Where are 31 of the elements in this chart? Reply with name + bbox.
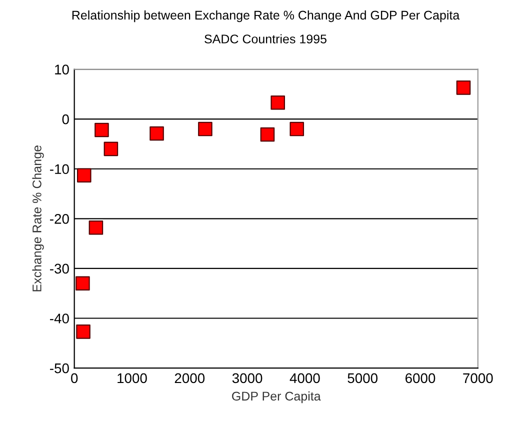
y-tick-label: -40 [50, 314, 69, 324]
point [198, 122, 212, 136]
y-tick-label: -10 [50, 164, 69, 174]
point [290, 122, 304, 136]
y-tick-label: -30 [50, 264, 69, 274]
y-tick-label: -50 [50, 363, 69, 374]
chart-subtitle: SADC Countries 1995 [204, 34, 326, 44]
point [94, 122, 109, 138]
point [76, 324, 90, 339]
x-tick-label: 3000 [232, 373, 262, 384]
x-tick-label: 0 [71, 373, 78, 384]
chart-title: Relationship between Exchange Rate % Change And GDP Per Capita [72, 10, 460, 22]
point [456, 80, 471, 95]
x-tick-label: 1000 [118, 373, 147, 384]
point [104, 142, 118, 156]
x-tick-label: 5000 [348, 373, 378, 384]
point [150, 126, 164, 141]
y-tick-label: -20 [50, 214, 69, 224]
point [260, 127, 275, 142]
point [270, 96, 285, 110]
y-axis-title: Exchange Rate % Change [32, 146, 44, 292]
y-tick-label: 0 [62, 114, 69, 124]
point [76, 276, 90, 291]
x-tick-label: 7000 [463, 373, 493, 384]
point [77, 168, 92, 182]
x-tick-label: 6000 [406, 373, 436, 384]
y-tick-label: 10 [55, 64, 69, 74]
x-tick-label: 2000 [174, 373, 205, 384]
x-tick-label: 4000 [290, 373, 320, 384]
x-axis-title: GDP Per Capita [232, 391, 321, 404]
point [88, 220, 104, 235]
